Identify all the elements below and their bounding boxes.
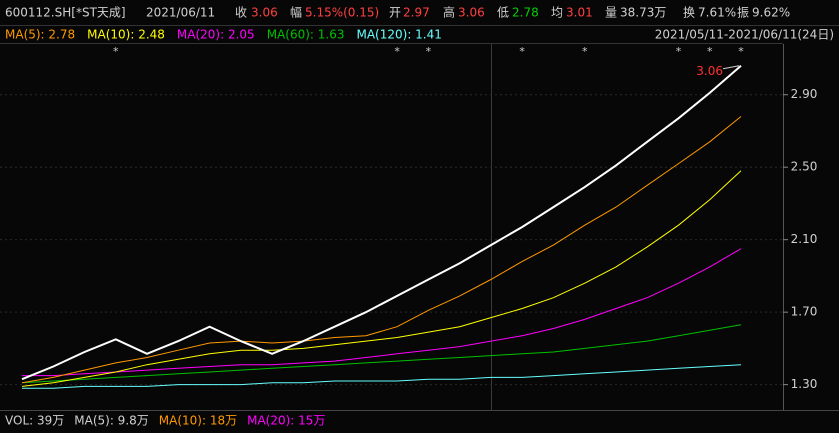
legend-entry: MA(60): 1.63 <box>267 28 345 42</box>
volume-legend: MA(20): 15万 <box>247 414 325 428</box>
header-item: 3.06 <box>458 6 485 20</box>
header-item: 9.62% <box>752 6 790 20</box>
legend-entry: MA(10): 2.48 <box>87 28 165 42</box>
y-tick-label: 2.50 <box>791 160 818 174</box>
note-marker: * <box>113 45 119 58</box>
header-item: 3.01 <box>566 6 593 20</box>
note-marker: * <box>676 45 682 58</box>
ma-line <box>21 324 742 384</box>
volume-legend: VOL: 39万 <box>5 414 64 428</box>
header-item: 2021/06/11 <box>146 6 215 20</box>
legend-entry: MA(5): 2.78 <box>5 28 75 42</box>
note-marker: * <box>738 45 744 58</box>
ma-line <box>22 364 742 389</box>
legend-entry: MA(120): 1.41 <box>356 28 441 42</box>
note-marker: * <box>582 45 588 58</box>
header-item: 开 <box>389 6 401 20</box>
header-item: 3.06 <box>251 6 278 20</box>
y-tick-label: 2.10 <box>791 232 818 246</box>
header-item: 量 <box>605 6 617 20</box>
ma-line <box>21 170 742 387</box>
header-item: 38.73万 <box>620 6 666 20</box>
note-marker: * <box>707 45 713 58</box>
header-item: 换 <box>683 6 695 20</box>
header-item: 收 <box>235 6 247 20</box>
ma-line <box>21 116 742 384</box>
header-item: 600112.SH[*ST天成] <box>5 6 126 20</box>
note-marker: * <box>394 45 400 58</box>
note-marker: * <box>519 45 525 58</box>
header-item: 2.97 <box>403 6 430 20</box>
annotation-arrow <box>722 65 740 70</box>
price-line <box>21 64 742 381</box>
note-marker: * <box>426 45 432 58</box>
date-range: 2021/05/11-2021/06/11(24日) <box>655 28 834 42</box>
header-item: 均 <box>551 6 563 20</box>
y-tick-label: 1.70 <box>791 305 818 319</box>
volume-legend: MA(10): 18万 <box>159 414 237 428</box>
volume-legend: MA(5): 9.8万 <box>74 414 149 428</box>
header-item: 5.15%(0.15) <box>305 6 379 20</box>
y-tick-label: 1.30 <box>791 377 818 391</box>
legend-entry: MA(20): 2.05 <box>177 28 255 42</box>
header-item: 高 <box>443 5 455 20</box>
header-item: 振 <box>737 6 749 20</box>
y-tick-label: 2.90 <box>791 87 818 101</box>
ma-line <box>22 248 742 377</box>
header-item: 2.78 <box>512 6 539 20</box>
header-item: 7.61% <box>698 6 736 20</box>
header-item: 低 <box>497 6 509 20</box>
header-item: 幅 <box>290 5 302 20</box>
annotation: 3.06 <box>696 64 723 78</box>
